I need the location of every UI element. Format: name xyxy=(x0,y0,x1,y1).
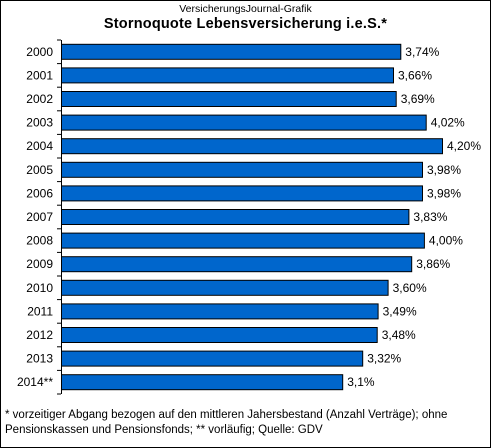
category-label: 2008 xyxy=(26,234,53,248)
bar-2001 xyxy=(61,67,394,84)
data-label: 4,00% xyxy=(429,234,463,248)
bar-2008 xyxy=(61,232,425,249)
category-label: 2014** xyxy=(17,375,53,389)
category-label: 2007 xyxy=(26,210,53,224)
bar-2012 xyxy=(61,327,378,343)
data-label: 3,83% xyxy=(413,210,447,224)
category-label: 2011 xyxy=(27,304,53,318)
data-label: 3,98% xyxy=(427,163,461,177)
data-label: 3,60% xyxy=(393,281,427,295)
bar-2004 xyxy=(61,138,443,155)
category-label: 2000 xyxy=(26,45,53,59)
category-label: 2003 xyxy=(26,116,53,130)
bar-2003 xyxy=(61,114,427,131)
data-label: 3,48% xyxy=(382,328,416,342)
data-label: 3,66% xyxy=(398,68,432,82)
category-label: 2009 xyxy=(26,257,53,271)
category-ticks-group: 2000 2001 2002 2003 2004 2005 2006 2007 2008 2009… xyxy=(17,39,61,395)
data-label: 3,49% xyxy=(383,304,417,318)
category-label: 2010 xyxy=(26,281,53,295)
data-label: 4,02% xyxy=(431,116,465,130)
bar-2000 xyxy=(61,43,402,60)
category-label: 2002 xyxy=(26,92,53,106)
category-label: 2001 xyxy=(26,68,53,82)
bar-2009 xyxy=(61,256,413,273)
data-label: 3,69% xyxy=(401,92,435,106)
bar-2007 xyxy=(61,209,410,225)
footnote: * vorzeitiger Abgang bezogen auf den mit… xyxy=(5,409,448,436)
category-label: 2005 xyxy=(26,163,53,177)
data-label: 4,20% xyxy=(447,139,481,153)
chart-title: Stornoquote Lebensversicherung i.e.S.* xyxy=(103,16,388,32)
data-label: 3,1% xyxy=(347,375,375,389)
data-labels-group: 3,74% 3,66% 3,69% 4,02% 4,20% 3,98% 3,98% 3,83%… xyxy=(347,45,481,389)
data-label: 3,74% xyxy=(405,45,439,59)
data-label: 3,98% xyxy=(427,186,461,200)
category-label: 2006 xyxy=(26,186,53,200)
bar-2013 xyxy=(61,350,364,367)
data-label: 3,32% xyxy=(367,352,401,366)
category-label: 2004 xyxy=(26,139,53,153)
bar-2011 xyxy=(61,303,379,320)
data-label: 3,86% xyxy=(416,257,450,271)
source-line: VersicherungsJournal-Grafik xyxy=(179,3,312,15)
bar-2014 xyxy=(61,374,344,391)
bar-2006 xyxy=(61,185,423,202)
bar-2002 xyxy=(61,91,397,107)
category-label: 2012 xyxy=(26,328,53,342)
bar-2005 xyxy=(61,161,423,178)
bars-group xyxy=(61,43,443,391)
bar-2010 xyxy=(61,279,389,296)
category-label: 2013 xyxy=(26,352,53,366)
